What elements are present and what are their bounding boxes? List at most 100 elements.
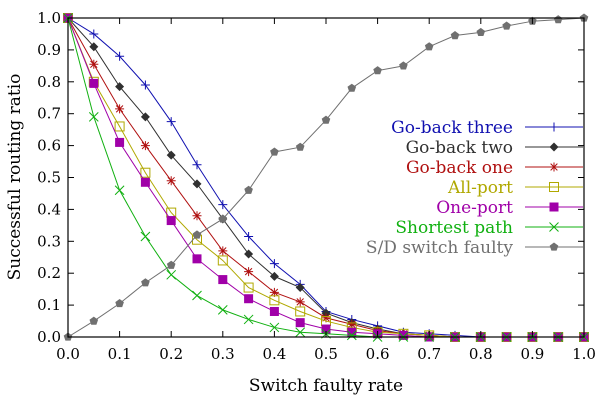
cross-marker <box>192 290 202 301</box>
filled-square-marker <box>398 330 408 340</box>
legend-label: S/D switch faulty <box>366 238 513 258</box>
pentagon-marker <box>502 21 511 30</box>
y-tick-label: 0.0 <box>37 328 61 346</box>
diamond-marker <box>295 283 305 293</box>
filled-square-marker <box>269 306 279 316</box>
plus-marker <box>192 160 202 170</box>
pentagon-marker <box>321 115 331 124</box>
pentagon-marker <box>553 15 563 24</box>
filled-square-marker <box>192 254 202 264</box>
legend-label: Go-back three <box>391 118 513 138</box>
legend-label: Shortest path <box>395 218 513 238</box>
plus-marker <box>89 29 99 39</box>
plus-marker <box>166 117 176 127</box>
asterisk-marker <box>115 104 125 114</box>
x-tick-label: 0.8 <box>469 345 493 363</box>
filled-square-marker <box>347 327 357 337</box>
pentagon-marker <box>218 214 228 223</box>
cross-marker <box>88 112 99 122</box>
filled-square-marker <box>218 275 228 285</box>
plus-marker <box>218 200 228 210</box>
pentagon-marker <box>295 142 305 151</box>
pentagon-marker <box>244 185 253 194</box>
legend-label: One-port <box>436 198 513 218</box>
x-tick-label: 0.2 <box>159 345 183 363</box>
y-tick-label: 1.0 <box>37 9 61 27</box>
pentagon-marker <box>399 61 408 70</box>
y-tick-label: 0.8 <box>37 73 61 91</box>
asterisk-marker <box>140 141 150 151</box>
y-tick-label: 0.4 <box>37 200 61 218</box>
asterisk-marker <box>321 313 331 323</box>
filled-square-marker <box>115 137 125 147</box>
asterisk-marker <box>89 59 99 69</box>
pentagon-marker <box>549 242 559 251</box>
y-tick-label: 0.2 <box>37 264 61 282</box>
x-tick-label: 0.9 <box>520 345 544 363</box>
open-square-marker <box>140 167 151 178</box>
pentagon-marker <box>347 83 357 92</box>
diamond-marker <box>269 271 279 281</box>
x-tick-label: 0.4 <box>262 345 286 363</box>
diamond-marker <box>192 179 202 189</box>
diamond-marker <box>549 142 559 152</box>
diamond-marker <box>166 150 176 160</box>
asterisk-marker <box>549 162 559 172</box>
cross-marker <box>166 269 177 280</box>
y-tick-label: 0.1 <box>37 296 61 314</box>
pentagon-marker <box>166 260 176 269</box>
pentagon-marker <box>450 31 460 40</box>
y-tick-label: 0.6 <box>37 137 61 155</box>
y-tick-label: 0.3 <box>37 232 61 250</box>
series-s-d-switch-faulty <box>63 13 589 341</box>
open-square-marker <box>114 121 125 132</box>
filled-square-marker <box>166 216 176 226</box>
x-tick-label: 0.7 <box>417 345 441 363</box>
x-tick-label: 0.6 <box>366 345 390 363</box>
plus-marker <box>244 232 254 242</box>
open-square-marker <box>549 182 559 192</box>
cross-marker <box>269 322 280 333</box>
x-tick-label: 0.5 <box>314 345 338 363</box>
x-tick-label: 0.1 <box>108 345 132 363</box>
open-square-marker <box>295 306 306 317</box>
asterisk-marker <box>218 246 228 256</box>
cross-marker <box>217 305 228 315</box>
pentagon-marker <box>141 278 150 287</box>
cross-marker <box>295 327 306 338</box>
cross-marker <box>549 222 559 232</box>
cross-marker <box>346 330 357 341</box>
diamond-marker <box>115 82 125 92</box>
filled-square-marker <box>140 177 150 187</box>
cross-marker <box>114 185 125 196</box>
filled-square-marker <box>89 78 99 88</box>
diamond-marker <box>244 249 254 259</box>
cross-marker <box>243 314 254 325</box>
legend-label: Go-back one <box>406 158 513 178</box>
plus-marker <box>140 80 150 90</box>
y-tick-label: 0.7 <box>37 105 61 123</box>
plus-marker <box>115 51 125 61</box>
diamond-marker <box>89 42 99 52</box>
pentagon-marker <box>424 42 434 51</box>
filled-square-marker <box>549 202 559 212</box>
x-tick-label: 1.0 <box>572 345 596 363</box>
x-axis-label: Switch faulty rate <box>249 376 403 396</box>
legend-label: All-port <box>447 178 513 198</box>
pentagon-marker <box>476 27 486 36</box>
open-square-marker <box>217 255 228 266</box>
x-tick-label: 0.0 <box>56 345 80 363</box>
pentagon-marker <box>270 147 279 156</box>
pentagon-marker <box>89 316 99 325</box>
asterisk-marker <box>295 297 305 307</box>
plus-marker <box>549 122 559 132</box>
x-tick-label: 0.3 <box>211 345 235 363</box>
asterisk-marker <box>244 267 254 277</box>
pentagon-marker <box>115 299 124 308</box>
asterisk-marker <box>269 287 279 297</box>
asterisk-marker <box>192 211 202 221</box>
filled-square-marker <box>321 324 331 334</box>
legend-label: Go-back two <box>406 138 513 158</box>
